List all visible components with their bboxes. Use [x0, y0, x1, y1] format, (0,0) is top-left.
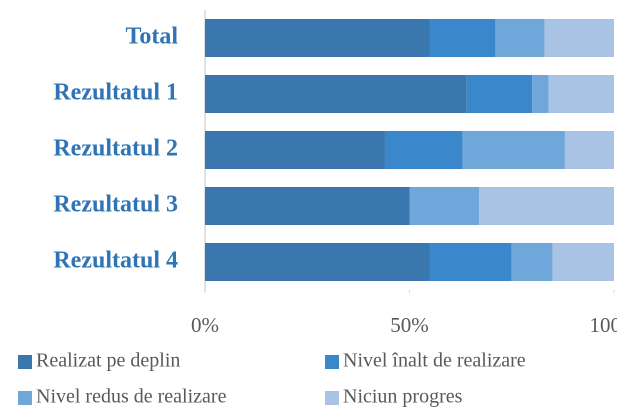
bar-segment [384, 131, 463, 169]
legend-swatch [18, 355, 32, 369]
y-tick-label: Rezultatul 4 [53, 248, 178, 274]
bar-segment [429, 243, 512, 281]
bar-segment [511, 243, 553, 281]
y-tick-label: Rezultatul 1 [53, 80, 178, 106]
legend-label: Niciun progres [343, 386, 463, 408]
y-tick-label: Rezultatul 3 [53, 192, 178, 218]
bar-segment [205, 187, 410, 225]
bar-segment [205, 75, 467, 113]
bar-segment [205, 19, 430, 57]
x-tick-label: 50% [390, 313, 429, 337]
bar-segment [564, 131, 614, 169]
bar-segment [544, 19, 614, 57]
bar-segment [495, 19, 545, 57]
legend-label: Nivel redus de realizare [36, 386, 227, 408]
bar-segment [462, 131, 565, 169]
legend-swatch [325, 391, 339, 405]
x-tick-label: 0% [191, 313, 219, 337]
y-tick-label: Rezultatul 2 [53, 136, 178, 162]
bar-segment [548, 75, 614, 113]
bar-segment [429, 19, 496, 57]
y-tick-label: Total [126, 24, 179, 50]
bar-segment [466, 75, 533, 113]
bar-segment [552, 243, 614, 281]
bar-segment [205, 131, 385, 169]
x-tick-label: 100% [590, 313, 617, 337]
bar-segment [409, 187, 480, 225]
legend-label: Nivel înalt de realizare [343, 350, 526, 372]
legend-swatch [18, 391, 32, 405]
bar-segment [532, 75, 549, 113]
bar-segment [479, 187, 614, 225]
bar-segment [205, 243, 430, 281]
legend-swatch [325, 355, 339, 369]
legend-label: Realizat pe deplin [36, 350, 180, 372]
